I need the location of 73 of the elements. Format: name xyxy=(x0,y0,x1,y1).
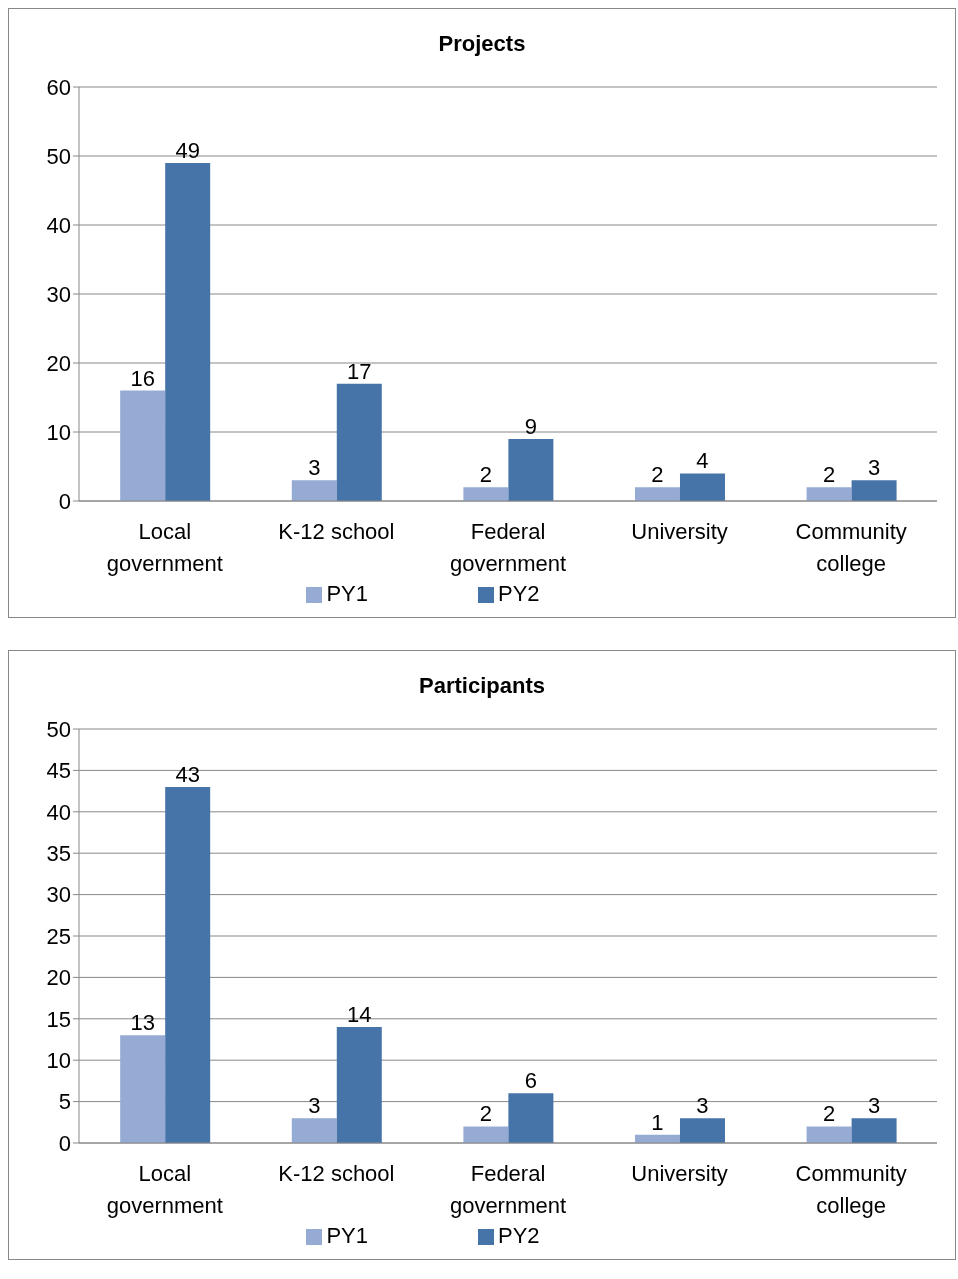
y-tick-label: 5 xyxy=(58,1089,71,1115)
legend-label: PY2 xyxy=(498,581,540,606)
legend-label: PY1 xyxy=(326,1223,368,1248)
x-tick-label: Community college xyxy=(795,1161,907,1218)
bar xyxy=(165,162,211,501)
y-tick-label: 0 xyxy=(58,1130,71,1156)
data-label: 2 xyxy=(651,462,664,488)
data-label: 17 xyxy=(347,358,372,384)
y-tick-label: 20 xyxy=(46,350,71,376)
chart-title: Participants xyxy=(418,672,546,699)
bar xyxy=(679,473,725,501)
bar xyxy=(463,1126,509,1143)
x-tick-label: University xyxy=(631,519,728,544)
y-tick-label: 45 xyxy=(46,758,71,784)
bar xyxy=(508,1093,554,1143)
data-label: 49 xyxy=(175,137,200,163)
bar xyxy=(165,786,211,1143)
data-label: 16 xyxy=(130,365,155,391)
data-label: 3 xyxy=(308,1093,321,1119)
data-label: 3 xyxy=(867,1093,881,1119)
legend-label: PY2 xyxy=(498,1223,540,1248)
chart-title: Projects xyxy=(437,30,527,57)
bar xyxy=(120,390,166,501)
data-label: 2 xyxy=(822,1101,836,1127)
bar xyxy=(806,1126,852,1143)
x-tick-label: Federal government xyxy=(449,519,567,576)
bar xyxy=(851,480,897,501)
y-tick-label: 40 xyxy=(46,212,71,238)
bar xyxy=(463,487,509,501)
data-label: 3 xyxy=(867,455,881,481)
data-label: 6 xyxy=(524,1068,538,1094)
data-label: 14 xyxy=(347,1002,372,1028)
bar xyxy=(336,1027,382,1143)
x-tick-label: Federal government xyxy=(449,1161,567,1218)
y-tick-label: 35 xyxy=(46,841,71,867)
bar xyxy=(291,1118,337,1143)
data-label: 2 xyxy=(479,1101,493,1127)
x-tick-label: K-12 school xyxy=(278,1161,395,1186)
y-tick-label: 20 xyxy=(46,965,71,991)
y-tick-label: 30 xyxy=(46,281,71,307)
legend-label: PY1 xyxy=(326,581,368,606)
y-tick-label: 10 xyxy=(46,419,71,445)
x-tick-label: University xyxy=(631,1161,728,1186)
x-tick-label: K-12 school xyxy=(278,519,395,544)
y-tick-label: 60 xyxy=(46,74,71,100)
data-label: 2 xyxy=(822,462,836,488)
y-tick-label: 10 xyxy=(46,1048,71,1074)
y-tick-label: 0 xyxy=(58,488,71,514)
x-tick-label: Local government xyxy=(106,1161,223,1218)
bar xyxy=(851,1118,897,1143)
bar xyxy=(291,480,337,501)
y-tick-label: 50 xyxy=(46,716,71,742)
x-tick-label: Community college xyxy=(795,519,907,576)
bar xyxy=(336,383,382,501)
y-tick-label: 30 xyxy=(46,882,71,908)
bar xyxy=(806,487,852,501)
bar xyxy=(634,487,680,501)
bar xyxy=(679,1118,725,1143)
data-label: 13 xyxy=(130,1010,155,1036)
data-label: 43 xyxy=(175,761,200,787)
data-label: 2 xyxy=(479,462,493,488)
data-label: 4 xyxy=(696,448,709,474)
y-tick-label: 15 xyxy=(46,1006,71,1032)
data-label: 3 xyxy=(308,455,321,481)
data-label: 3 xyxy=(696,1093,709,1119)
bar xyxy=(508,438,554,501)
y-tick-label: 25 xyxy=(46,923,71,949)
x-tick-label: Local government xyxy=(106,519,223,576)
y-tick-label: 50 xyxy=(46,143,71,169)
y-tick-label: 40 xyxy=(46,799,71,825)
bar xyxy=(120,1035,166,1143)
data-label: 1 xyxy=(651,1109,664,1135)
data-label: 9 xyxy=(524,413,538,439)
